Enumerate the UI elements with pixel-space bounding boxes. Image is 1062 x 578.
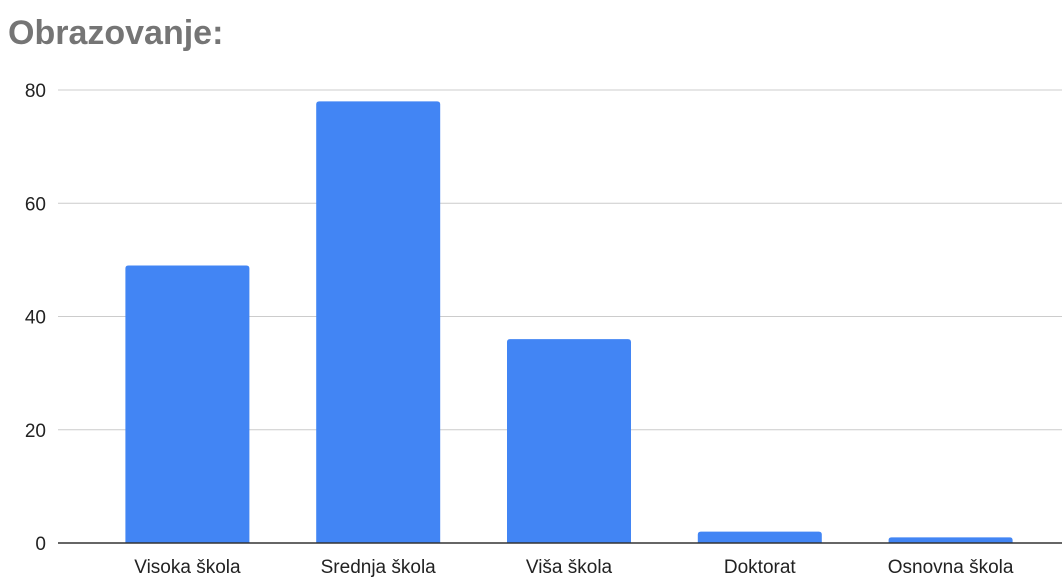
bar xyxy=(507,339,631,543)
y-tick-label: 20 xyxy=(25,421,46,442)
bar xyxy=(316,101,441,543)
x-tick-label: Viša škola xyxy=(526,557,613,578)
x-tick-label: Visoka škola xyxy=(134,557,241,578)
x-tick-label: Osnovna škola xyxy=(888,557,1014,578)
x-tick-label: Srednja škola xyxy=(321,557,437,578)
bar xyxy=(125,265,250,543)
y-tick-label: 0 xyxy=(35,534,46,555)
bar xyxy=(888,537,1013,543)
bars xyxy=(125,101,1013,543)
bar xyxy=(697,531,822,543)
y-tick-label: 80 xyxy=(25,81,46,102)
tick-labels: 0 20 40 60 80 Visoka škola Srednja škola Viša š… xyxy=(25,81,1014,578)
y-tick-label: 60 xyxy=(25,194,46,215)
chart-title: Obrazovanje: xyxy=(8,14,224,52)
y-tick-label: 40 xyxy=(25,308,46,329)
x-tick-label: Doktorat xyxy=(724,557,797,578)
